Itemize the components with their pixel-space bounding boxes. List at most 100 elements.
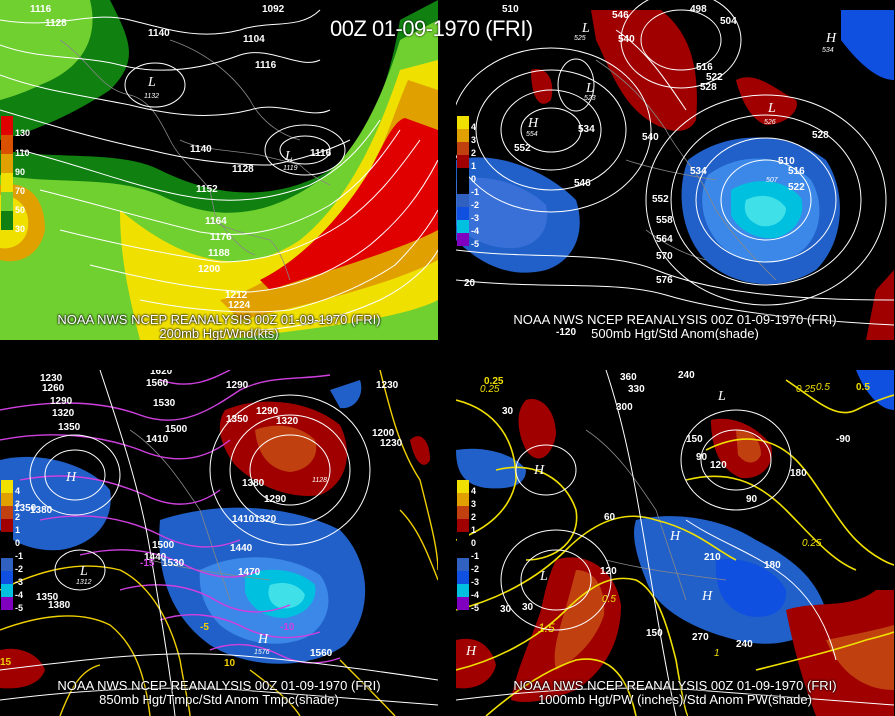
panel-caption: NOAA NWS NCEP REANALYSIS 00Z 01-09-1970 … bbox=[513, 678, 837, 707]
svg-text:1116: 1116 bbox=[30, 4, 52, 15]
svg-text:1164: 1164 bbox=[205, 216, 227, 227]
svg-text:15: 15 bbox=[0, 657, 12, 668]
svg-text:1176: 1176 bbox=[210, 232, 232, 243]
svg-text:1230: 1230 bbox=[376, 380, 399, 391]
svg-text:516: 516 bbox=[696, 62, 713, 73]
svg-text:-120: -120 bbox=[556, 327, 576, 338]
svg-text:120: 120 bbox=[600, 566, 617, 577]
svg-text:0.5: 0.5 bbox=[816, 382, 830, 393]
svg-text:240: 240 bbox=[736, 639, 753, 650]
svg-text:90: 90 bbox=[696, 452, 708, 463]
svg-text:546: 546 bbox=[612, 10, 629, 21]
svg-text:0.5: 0.5 bbox=[856, 382, 870, 393]
svg-text:1230: 1230 bbox=[380, 438, 403, 449]
contour-labels: 1116 1128 1092 1140 1104 1116 1140 1128 … bbox=[30, 4, 332, 311]
svg-text:1350: 1350 bbox=[226, 414, 249, 425]
svg-text:540: 540 bbox=[642, 132, 659, 143]
svg-text:H: H bbox=[533, 463, 545, 478]
svg-text:510: 510 bbox=[778, 156, 795, 167]
svg-text:1320: 1320 bbox=[254, 514, 277, 525]
svg-text:60: 60 bbox=[604, 512, 616, 523]
svg-text:150: 150 bbox=[686, 434, 703, 445]
svg-text:330: 330 bbox=[628, 384, 645, 395]
svg-text:1440: 1440 bbox=[230, 543, 253, 554]
svg-text:H: H bbox=[527, 116, 539, 131]
map-200mb: L 1132 L 1119 1116 1128 1092 1140 1104 1… bbox=[0, 0, 438, 340]
svg-text:20: 20 bbox=[464, 278, 476, 289]
panel-850mb-height-temp-anomaly: H L 1312 H 1576 1128 1230 1260 1290 1320… bbox=[0, 370, 438, 716]
svg-text:1152: 1152 bbox=[196, 184, 218, 195]
svg-text:1119: 1119 bbox=[283, 165, 298, 172]
svg-text:1230: 1230 bbox=[40, 373, 63, 384]
svg-text:1128: 1128 bbox=[232, 164, 254, 175]
svg-text:0.25: 0.25 bbox=[480, 384, 500, 395]
panel-1000mb-height-pw-anomaly: H L H H L H 360 240 0.25 0.5 330 300 30 … bbox=[456, 370, 894, 716]
svg-text:-5: -5 bbox=[200, 622, 209, 633]
map-500mb: H 554 L 525 L 523 H 534 L 526 507 510 49… bbox=[456, 0, 894, 340]
svg-text:360: 360 bbox=[620, 372, 637, 383]
svg-text:10: 10 bbox=[224, 658, 236, 669]
svg-text:504: 504 bbox=[720, 16, 737, 27]
svg-text:H: H bbox=[465, 644, 477, 659]
svg-text:L: L bbox=[767, 101, 776, 116]
svg-text:L: L bbox=[585, 81, 594, 96]
svg-text:525: 525 bbox=[574, 35, 586, 42]
svg-text:0.25: 0.25 bbox=[802, 538, 822, 549]
svg-text:L: L bbox=[717, 389, 726, 404]
svg-text:-10: -10 bbox=[280, 622, 295, 633]
panel-caption: NOAA NWS NCEP REANALYSIS 00Z 01-09-1970 … bbox=[57, 312, 381, 341]
low-center-marker: L bbox=[284, 149, 293, 164]
svg-text:1350: 1350 bbox=[14, 503, 37, 514]
wind-speed-legend: 130 110 90 70 50 30 bbox=[1, 116, 30, 234]
svg-text:1260: 1260 bbox=[42, 383, 65, 394]
svg-text:1470: 1470 bbox=[238, 567, 261, 578]
map-1000mb: H L H H L H 360 240 0.25 0.5 330 300 30 … bbox=[456, 370, 894, 716]
svg-text:1620: 1620 bbox=[150, 370, 173, 377]
panel-caption: NOAA NWS NCEP REANALYSIS 00Z 01-09-1970 … bbox=[57, 678, 381, 707]
svg-text:1380: 1380 bbox=[30, 505, 53, 516]
svg-text:180: 180 bbox=[764, 560, 781, 571]
panel-500mb-height-anomaly: H 554 L 525 L 523 H 534 L 526 507 510 49… bbox=[456, 0, 894, 340]
svg-text:270: 270 bbox=[692, 632, 709, 643]
svg-text:90: 90 bbox=[746, 494, 758, 505]
svg-text:528: 528 bbox=[812, 130, 829, 141]
svg-text:L: L bbox=[581, 21, 590, 36]
svg-text:1224: 1224 bbox=[228, 300, 251, 311]
svg-text:507: 507 bbox=[766, 177, 779, 184]
svg-text:1530: 1530 bbox=[162, 558, 185, 569]
svg-text:-15: -15 bbox=[140, 558, 155, 569]
svg-text:L: L bbox=[79, 564, 88, 579]
svg-text:554: 554 bbox=[526, 131, 538, 138]
svg-text:552: 552 bbox=[514, 143, 531, 154]
svg-text:1200: 1200 bbox=[372, 428, 395, 439]
svg-text:576: 576 bbox=[656, 275, 673, 286]
svg-text:1350: 1350 bbox=[36, 592, 59, 603]
svg-text:H: H bbox=[257, 632, 269, 647]
svg-text:120: 120 bbox=[710, 460, 727, 471]
svg-text:1104: 1104 bbox=[243, 34, 265, 45]
svg-text:1380: 1380 bbox=[242, 478, 265, 489]
svg-text:526: 526 bbox=[764, 119, 776, 126]
svg-text:H: H bbox=[825, 31, 837, 46]
svg-text:1132: 1132 bbox=[144, 93, 159, 100]
svg-text:516: 516 bbox=[788, 166, 805, 177]
svg-text:300: 300 bbox=[616, 402, 633, 413]
svg-text:1140: 1140 bbox=[148, 28, 170, 39]
svg-text:1576: 1576 bbox=[254, 649, 270, 656]
svg-text:510: 510 bbox=[502, 4, 519, 15]
svg-text:528: 528 bbox=[700, 82, 717, 93]
svg-text:30: 30 bbox=[502, 406, 514, 417]
low-center-marker: L bbox=[147, 75, 156, 90]
svg-text:240: 240 bbox=[678, 370, 695, 381]
std-anomaly-legend: 4 3 2 1 0 -1 -2 -3 -4 -5 bbox=[457, 116, 479, 249]
svg-text:1200: 1200 bbox=[198, 264, 221, 275]
svg-text:30: 30 bbox=[522, 602, 534, 613]
svg-text:498: 498 bbox=[690, 4, 707, 15]
svg-text:H: H bbox=[669, 529, 681, 544]
svg-text:L: L bbox=[539, 569, 548, 584]
svg-text:1410: 1410 bbox=[232, 514, 255, 525]
svg-text:534: 534 bbox=[578, 124, 595, 135]
svg-text:552: 552 bbox=[652, 194, 669, 205]
svg-text:150: 150 bbox=[646, 628, 663, 639]
svg-text:1410: 1410 bbox=[146, 434, 169, 445]
